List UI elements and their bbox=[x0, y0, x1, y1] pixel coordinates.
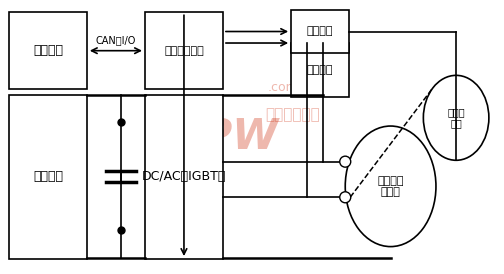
Text: 电子产品世界: 电子产品世界 bbox=[265, 108, 320, 122]
Text: 旋转变
压器: 旋转变 压器 bbox=[448, 107, 465, 129]
Circle shape bbox=[340, 156, 351, 167]
Text: 电流采样: 电流采样 bbox=[307, 65, 333, 75]
Bar bbox=[145, 12, 223, 89]
Bar bbox=[291, 10, 349, 53]
Text: 动力电池: 动力电池 bbox=[33, 170, 63, 183]
Bar bbox=[9, 12, 87, 89]
Ellipse shape bbox=[345, 126, 436, 247]
Text: .com.cn: .com.cn bbox=[268, 81, 317, 94]
Bar bbox=[9, 95, 87, 259]
Text: 电机控制单元: 电机控制单元 bbox=[164, 46, 204, 56]
Text: CAN，I/O: CAN，I/O bbox=[96, 35, 136, 45]
Ellipse shape bbox=[423, 75, 489, 160]
Bar bbox=[145, 95, 223, 259]
Text: EEPW: EEPW bbox=[145, 116, 278, 158]
Circle shape bbox=[340, 192, 351, 203]
Text: DC/AC（IGBT）: DC/AC（IGBT） bbox=[142, 170, 226, 183]
Bar bbox=[291, 43, 349, 97]
Text: 永磁同步
电动机: 永磁同步 电动机 bbox=[377, 176, 404, 197]
Text: 整车控制: 整车控制 bbox=[33, 44, 63, 57]
Text: 位置信号: 位置信号 bbox=[307, 27, 333, 36]
